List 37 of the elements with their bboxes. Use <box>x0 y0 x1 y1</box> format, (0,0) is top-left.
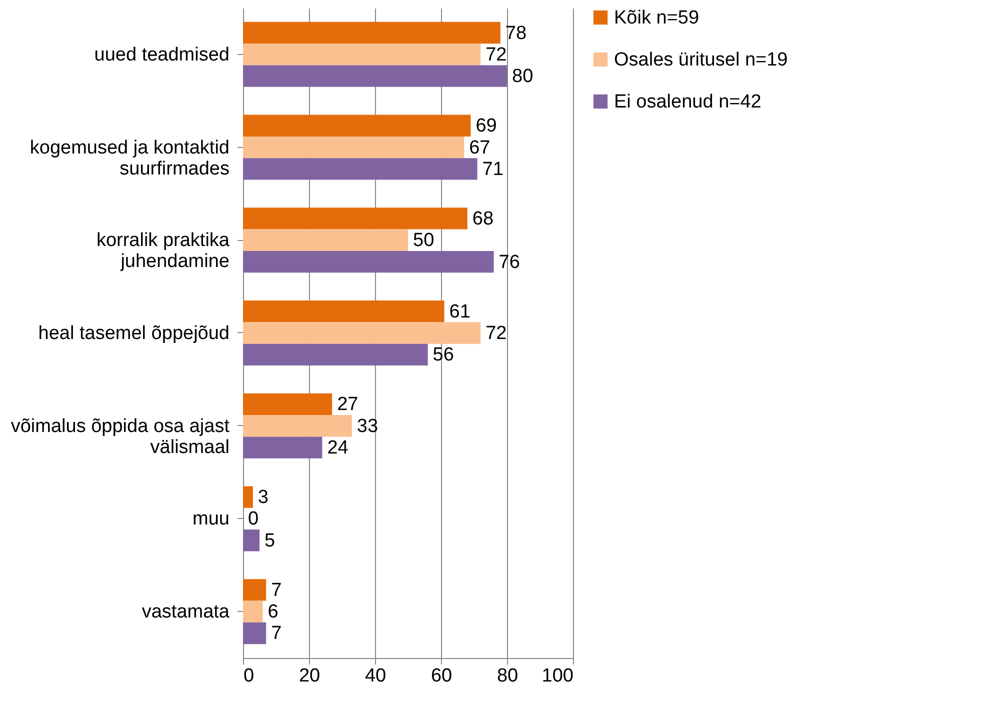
data-label: 61 <box>449 301 470 322</box>
data-label: 24 <box>327 438 349 459</box>
data-label: 76 <box>498 252 520 273</box>
data-label: 68 <box>472 208 494 230</box>
data-label: 69 <box>476 116 497 137</box>
x-tick-label: 0 <box>244 666 254 686</box>
data-label: 67 <box>469 137 490 158</box>
legend-label: Ei osalenud n=42 <box>614 92 762 112</box>
y-tick-label: korralik praktika juhendamine <box>96 230 230 272</box>
y-tick-label: vastamata <box>142 602 230 623</box>
x-tick-label: 40 <box>364 666 386 686</box>
data-label: 72 <box>486 323 507 344</box>
data-label: 27 <box>337 394 358 416</box>
data-label: 0 <box>248 508 259 530</box>
data-label: 71 <box>482 158 504 180</box>
data-label: 7 <box>271 623 282 644</box>
data-label: 6 <box>268 602 278 623</box>
data-label: 78 <box>505 22 527 44</box>
y-tick-label: uued teadmised <box>94 44 230 66</box>
data-label: 72 <box>486 44 507 66</box>
data-label: 5 <box>264 530 276 552</box>
y-tick-label: muu <box>192 508 230 530</box>
data-label: 7 <box>271 580 282 601</box>
data-label: 33 <box>356 416 378 437</box>
x-tick-label: 100 <box>542 666 574 686</box>
data-label: 80 <box>512 66 534 88</box>
y-tick-label: võimalus õppida osa ajast välismaal <box>10 416 230 458</box>
legend-label: Kõik n=59 <box>614 8 700 28</box>
data-label: 50 <box>413 230 434 252</box>
x-tick-label: 20 <box>298 666 320 686</box>
x-tick-label: 60 <box>430 666 452 686</box>
legend-label: Osales üritusel n=19 <box>614 50 788 70</box>
data-label: 3 <box>258 487 268 508</box>
x-tick-label: 80 <box>496 666 518 686</box>
y-tick-label: heal tasemel õppejõud <box>38 323 230 344</box>
data-label: 56 <box>432 344 454 366</box>
y-tick-label: kogemused ja kontaktid suurfirmades <box>30 137 230 180</box>
